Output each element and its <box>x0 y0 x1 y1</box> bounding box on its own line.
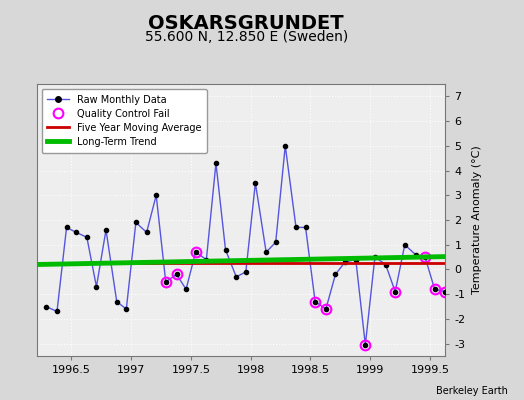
Legend: Raw Monthly Data, Quality Control Fail, Five Year Moving Average, Long-Term Tren: Raw Monthly Data, Quality Control Fail, … <box>41 89 207 153</box>
Text: 55.600 N, 12.850 E (Sweden): 55.600 N, 12.850 E (Sweden) <box>145 30 348 44</box>
Text: Berkeley Earth: Berkeley Earth <box>436 386 508 396</box>
Text: OSKARSGRUNDET: OSKARSGRUNDET <box>148 14 344 33</box>
Y-axis label: Temperature Anomaly (°C): Temperature Anomaly (°C) <box>473 146 483 294</box>
